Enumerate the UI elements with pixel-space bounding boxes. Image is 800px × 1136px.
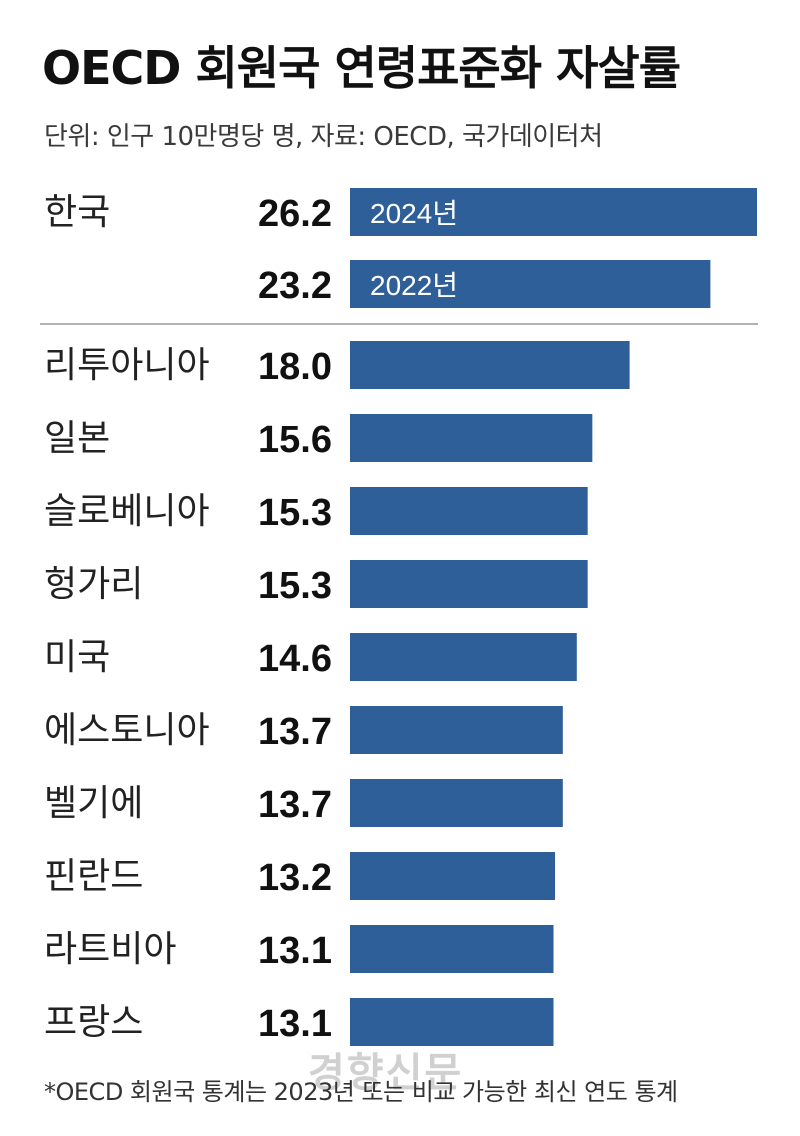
bar: [350, 414, 593, 462]
value-label: 15.6: [258, 419, 332, 461]
bar-korea-2024년: [350, 188, 757, 236]
value-label: 13.1: [258, 1003, 332, 1045]
bar: [350, 998, 554, 1046]
category-label: 미국: [44, 637, 110, 678]
bar: [350, 633, 577, 681]
value-label: 13.7: [258, 711, 332, 753]
bar-korea-2022년: [350, 260, 711, 308]
category-label: 핀란드: [44, 856, 143, 897]
category-label: 리투아니아: [44, 345, 210, 386]
footnote: *OECD 회원국 통계는 2023년 또는 비교 가능한 최신 연도 통계: [44, 1078, 678, 1106]
chart-subtitle: 단위: 인구 10만명당 명, 자료: OECD, 국가데이터처: [44, 122, 603, 152]
category-label: 벨기에: [44, 783, 143, 824]
value-label: 18.0: [258, 346, 332, 388]
value-label: 13.7: [258, 784, 332, 826]
category-label: 헝가리: [44, 564, 143, 605]
value-label: 14.6: [258, 638, 332, 680]
value-label: 26.2: [258, 193, 332, 235]
value-label: 13.2: [258, 857, 332, 899]
category-label: 일본: [44, 418, 110, 459]
value-label: 13.1: [258, 930, 332, 972]
category-label: 라트비아: [44, 929, 176, 970]
category-label: 에스토니아: [44, 710, 210, 751]
bar: [350, 341, 630, 389]
value-label: 23.2: [258, 265, 332, 307]
category-label: 프랑스: [44, 1002, 143, 1043]
bar: [350, 852, 556, 900]
bar-year-label: 2024년: [370, 198, 458, 229]
bar: [350, 779, 563, 827]
bar-year-label: 2022년: [370, 270, 458, 301]
value-label: 15.3: [258, 565, 332, 607]
category-label: 슬로베니아: [44, 491, 210, 532]
bar: [350, 560, 588, 608]
bar-chart: 한국 2024년 26.2 2022년 23.2 리투아니아 18.0 일본 15.6 슬로베니아…: [40, 188, 758, 1046]
bar: [350, 706, 563, 754]
value-label: 15.3: [258, 492, 332, 534]
watermark: 경향신문: [308, 1050, 464, 1096]
bar: [350, 925, 554, 973]
category-label-korea: 한국: [44, 192, 110, 233]
bar: [350, 487, 588, 535]
chart-title: OECD 회원국 연령표준화 자살률: [42, 41, 681, 95]
